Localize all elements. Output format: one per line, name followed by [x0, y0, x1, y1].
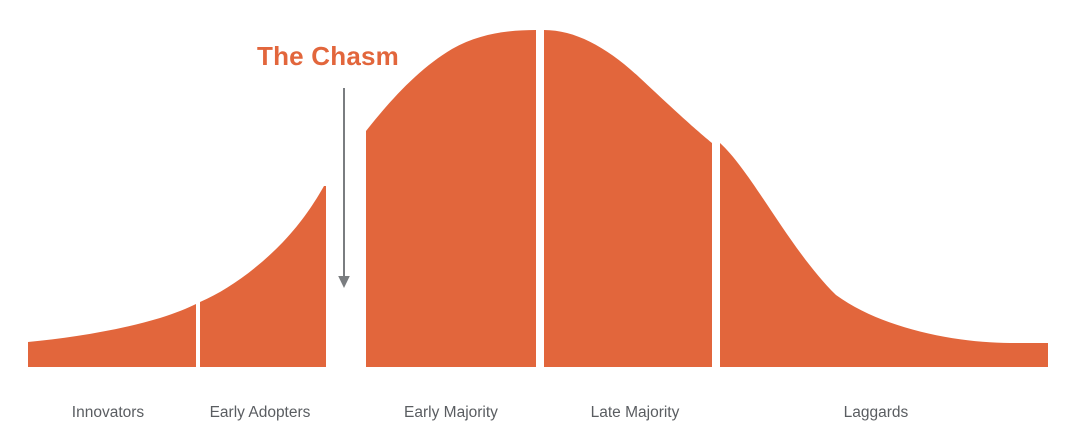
legend-label-early-adopters: Early Adopters [209, 404, 311, 421]
legend-item-laggards: Laggards 16% [796, 380, 956, 435]
legend-item-early-adopters: Early Adopters 13.5% [180, 380, 340, 435]
legend-percent-late-majority: 34% [555, 421, 715, 435]
bell-curve-svg [28, 30, 1048, 367]
curve-segment-early-majority [366, 30, 536, 367]
legend-label-early-majority: Early Majority [404, 404, 498, 421]
curve-segment-late-majority [544, 30, 712, 367]
legend-item-early-majority: Early Majority 34% [371, 380, 531, 435]
chart-plot-area [28, 30, 1048, 367]
curve-segment-laggards [720, 143, 1048, 367]
legend-item-late-majority: Late Majority 34% [555, 380, 715, 435]
legend-percent-innovators: 2.5% [28, 421, 188, 435]
legend-label-innovators: Innovators [71, 404, 145, 421]
legend-label-late-majority: Late Majority [590, 404, 680, 421]
legend-label-laggards: Laggards [843, 404, 909, 421]
legend-item-innovators: Innovators 2.5% [28, 380, 188, 435]
legend-percent-early-majority: 34% [371, 421, 531, 435]
curve-segment-early-adopters [200, 186, 326, 367]
curve-segment-innovators [28, 304, 196, 367]
legend-percent-laggards: 16% [796, 421, 956, 435]
category-legend: Innovators 2.5% Early Adopters 13.5% Ear… [0, 380, 1080, 435]
legend-percent-early-adopters: 13.5% [180, 421, 340, 435]
